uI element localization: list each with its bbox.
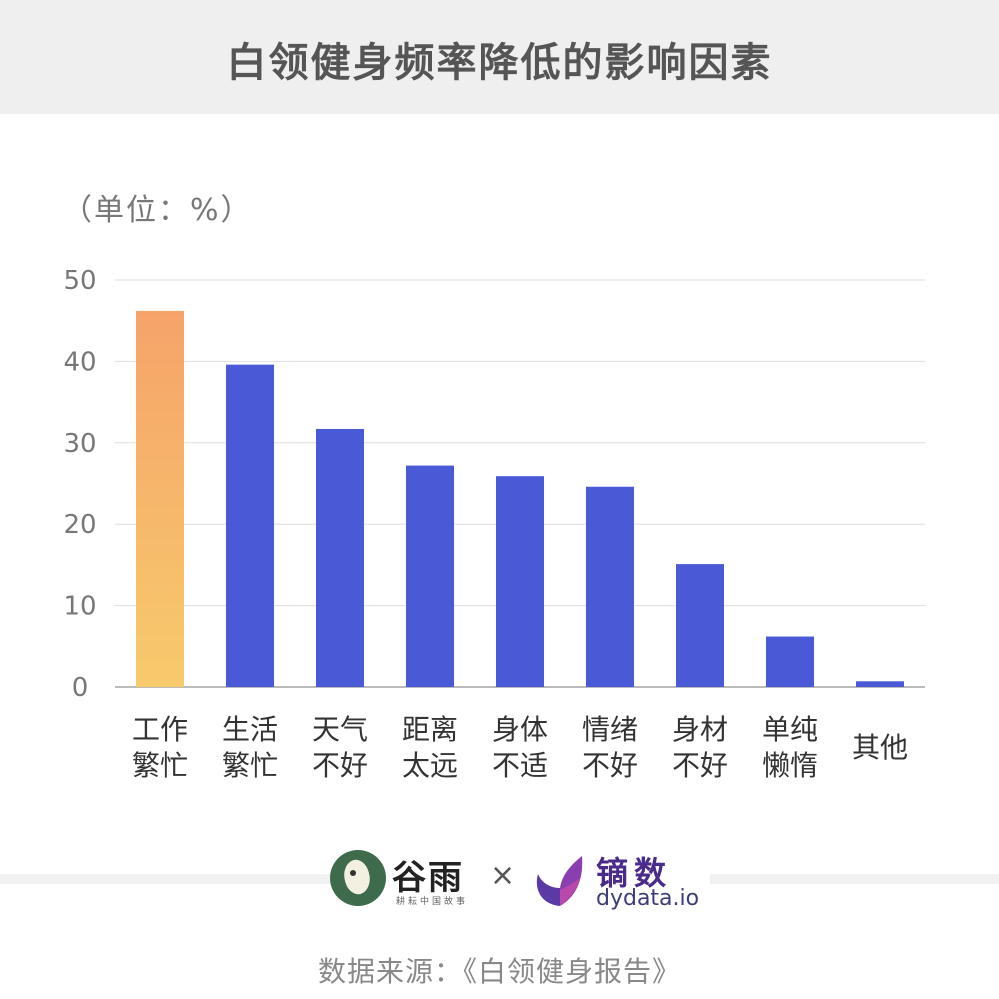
x-tick-label: 身体 (492, 713, 548, 746)
x-tick-label: 不好 (312, 749, 368, 782)
x-tick-label: 情绪 (582, 713, 638, 746)
bar (676, 564, 724, 687)
guyu-subtitle: 耕耘中国故事 (396, 897, 469, 907)
title-bar: 白领健身频率降低的影响因素 (0, 0, 999, 114)
bird-logo-icon (330, 850, 386, 906)
guyu-name: 谷雨 (392, 858, 464, 898)
times-sign: × (490, 858, 516, 893)
y-tick-label: 10 (63, 592, 96, 622)
bar (136, 310, 184, 687)
bar (586, 486, 634, 687)
x-tick-label: 不好 (582, 749, 638, 782)
bar (856, 681, 904, 687)
bar (766, 636, 814, 687)
y-tick-label: 50 (63, 266, 96, 296)
x-tick-label: 生活 (222, 713, 278, 746)
x-tick-label: 距离 (402, 713, 458, 746)
y-tick-label: 40 (63, 347, 96, 377)
dydata-url: dydata.io (596, 886, 700, 911)
page-title: 白领健身频率降低的影响因素 (226, 40, 773, 86)
unit-label: （单位：%） (62, 193, 253, 228)
data-source: 数据来源：《白领健身报告》 (317, 955, 681, 988)
bars (136, 310, 904, 687)
x-tick-label: 繁忙 (222, 749, 278, 782)
x-tick-label: 太远 (402, 749, 458, 782)
y-axis-ticks: 0 10 20 30 40 50 (63, 266, 96, 703)
bar (406, 465, 454, 687)
x-tick-label: 单纯 (762, 713, 818, 746)
x-tick-label: 懒惰 (762, 749, 818, 782)
logo-row: 谷雨 耕耘中国故事 × 镝数 dydata.io (0, 836, 999, 916)
dydata-logo: 镝数 dydata.io (530, 848, 710, 914)
x-tick-label: 天气 (312, 713, 368, 746)
x-tick-label: 身材 (672, 713, 728, 746)
bar (226, 364, 274, 687)
dydata-name: 镝数 (596, 854, 673, 892)
butterfly-logo-icon (536, 856, 583, 906)
x-tick-label: 工作 (132, 713, 188, 746)
x-tick-label: 不好 (672, 749, 728, 782)
x-tick-label: 其他 (852, 731, 908, 764)
y-tick-label: 30 (63, 429, 96, 459)
bar (496, 476, 544, 687)
bar (316, 428, 364, 687)
x-tick-label: 不适 (492, 749, 548, 782)
y-tick-label: 20 (63, 510, 96, 540)
x-tick-label: 繁忙 (132, 749, 188, 782)
guyu-logo: 谷雨 耕耘中国故事 (330, 850, 530, 914)
y-tick-label: 0 (72, 673, 89, 703)
